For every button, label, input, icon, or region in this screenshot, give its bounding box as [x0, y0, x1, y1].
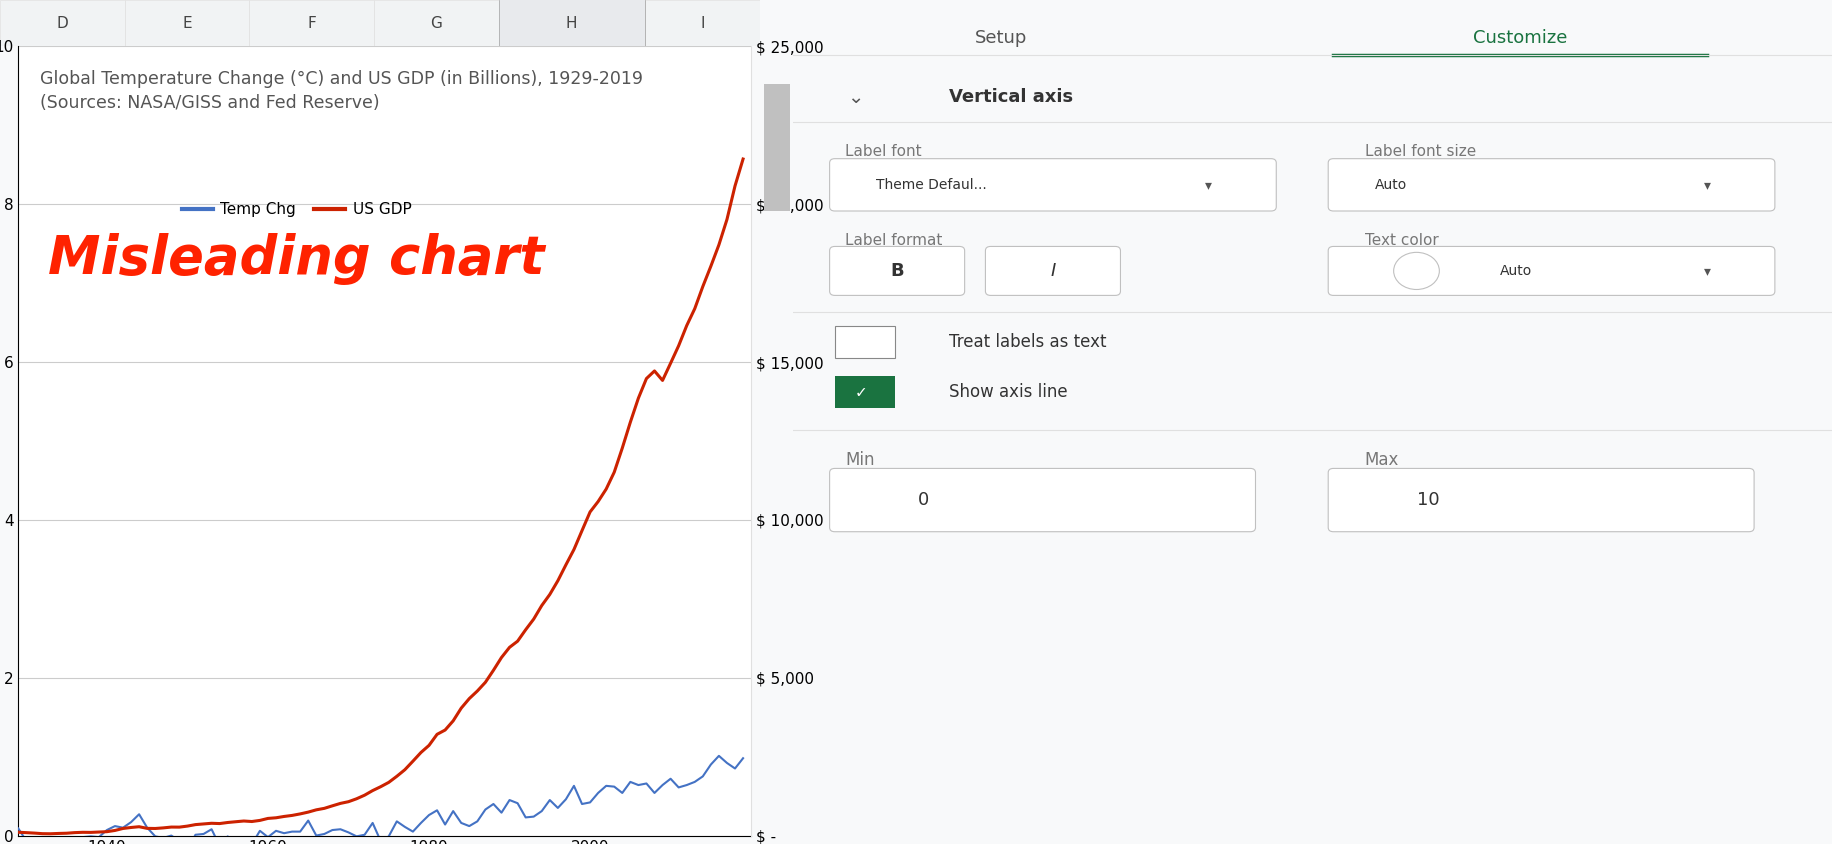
Text: Label format: Label format — [845, 233, 943, 248]
Text: Theme Defaul...: Theme Defaul... — [876, 178, 987, 192]
Bar — [249, 0, 374, 46]
Bar — [645, 0, 760, 46]
FancyBboxPatch shape — [1328, 246, 1775, 295]
Text: Min: Min — [845, 451, 874, 469]
Text: 10: 10 — [1416, 490, 1440, 509]
Text: ⌄: ⌄ — [848, 88, 863, 106]
Text: E: E — [181, 16, 192, 30]
Legend: Temp Chg, US GDP: Temp Chg, US GDP — [176, 196, 418, 224]
Text: Global Temperature Change (°C) and US GDP (in Billions), 1929-2019
(Sources: NAS: Global Temperature Change (°C) and US GD… — [40, 70, 643, 111]
Text: Show axis line: Show axis line — [949, 383, 1068, 402]
Bar — [374, 0, 498, 46]
Text: D: D — [57, 16, 68, 30]
Text: Label font: Label font — [845, 144, 921, 160]
Text: Auto: Auto — [1376, 178, 1407, 192]
Text: I: I — [1050, 262, 1055, 280]
Bar — [835, 326, 896, 358]
FancyBboxPatch shape — [830, 159, 1277, 211]
Text: H: H — [566, 16, 577, 30]
Text: B: B — [890, 262, 903, 280]
Text: Auto: Auto — [1500, 264, 1532, 278]
FancyBboxPatch shape — [1328, 159, 1775, 211]
FancyBboxPatch shape — [1328, 468, 1753, 532]
Bar — [498, 0, 645, 46]
Text: Misleading chart: Misleading chart — [48, 234, 546, 285]
Text: ✓: ✓ — [854, 385, 867, 400]
Text: ▾: ▾ — [1704, 264, 1711, 278]
Text: ▾: ▾ — [1704, 178, 1711, 192]
Text: Max: Max — [1365, 451, 1400, 469]
Text: I: I — [700, 16, 705, 30]
Circle shape — [1394, 252, 1440, 289]
Bar — [0, 0, 125, 46]
Bar — [764, 84, 790, 211]
FancyBboxPatch shape — [830, 468, 1255, 532]
Bar — [835, 376, 896, 408]
Text: Text color: Text color — [1365, 233, 1438, 248]
Text: G: G — [431, 16, 442, 30]
Text: 0: 0 — [918, 490, 929, 509]
FancyBboxPatch shape — [830, 246, 965, 295]
Text: Customize: Customize — [1473, 29, 1568, 47]
Text: F: F — [308, 16, 317, 30]
Text: Vertical axis: Vertical axis — [949, 88, 1074, 106]
Text: ▾: ▾ — [1205, 178, 1213, 192]
Bar — [498, 0, 645, 46]
Text: Setup: Setup — [975, 29, 1028, 47]
Bar — [125, 0, 249, 46]
FancyBboxPatch shape — [986, 246, 1121, 295]
Text: Treat labels as text: Treat labels as text — [949, 333, 1107, 351]
Text: Label font size: Label font size — [1365, 144, 1477, 160]
